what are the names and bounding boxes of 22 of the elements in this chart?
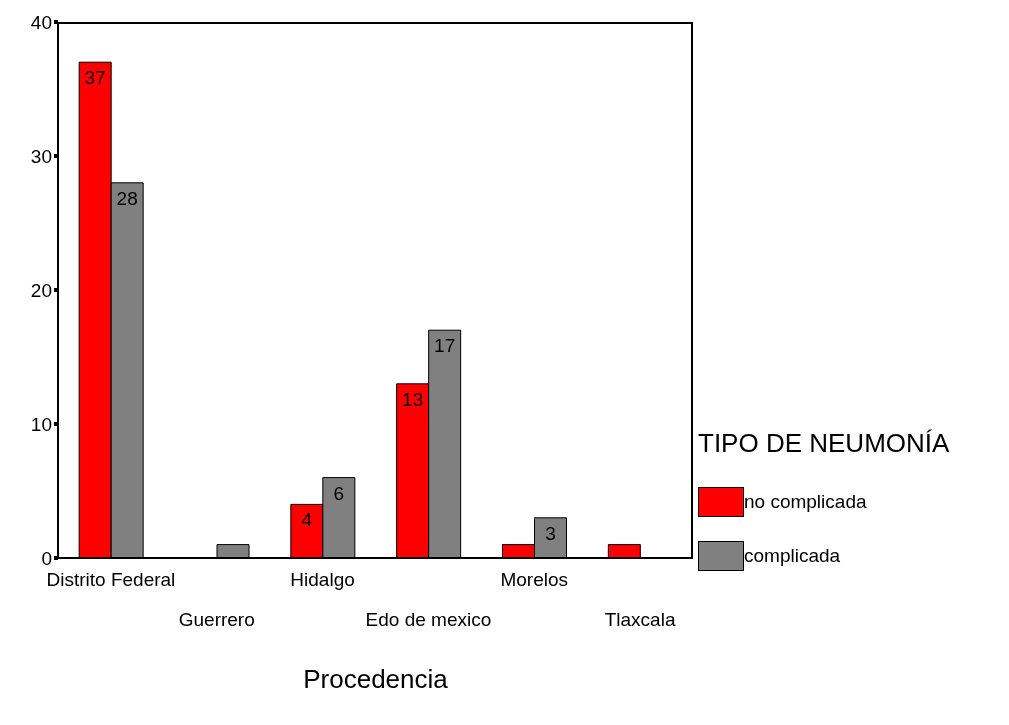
data-label: 6 bbox=[333, 482, 345, 504]
y-tick-label: 20 bbox=[30, 279, 52, 301]
legend-label: complicada bbox=[744, 545, 841, 567]
x-tick-label: Edo de mexico bbox=[365, 609, 492, 630]
x-tick-label: Hidalgo bbox=[290, 569, 355, 590]
x-axis-title: Procedencia bbox=[303, 664, 449, 694]
data-label: 37 bbox=[84, 67, 106, 89]
y-tick-label: 0 bbox=[41, 547, 52, 569]
y-tick-label: 30 bbox=[30, 145, 52, 167]
y-tick-label: 40 bbox=[30, 11, 52, 33]
x-tick-label: Guerrero bbox=[178, 609, 255, 630]
x-tick-label: Distrito Federal bbox=[46, 569, 176, 590]
data-label: 28 bbox=[116, 187, 138, 209]
x-tick-label: Tlaxcala bbox=[604, 609, 676, 630]
data-label: 3 bbox=[545, 522, 556, 544]
data-label: 13 bbox=[402, 388, 424, 410]
legend-label: no complicada bbox=[744, 491, 867, 513]
data-label: 4 bbox=[301, 509, 313, 531]
data-label: 17 bbox=[434, 335, 456, 357]
x-tick-label: Morelos bbox=[500, 569, 569, 590]
legend-title: TIPO DE NEUMONÍA bbox=[698, 428, 950, 459]
y-tick-label: 10 bbox=[30, 413, 52, 435]
